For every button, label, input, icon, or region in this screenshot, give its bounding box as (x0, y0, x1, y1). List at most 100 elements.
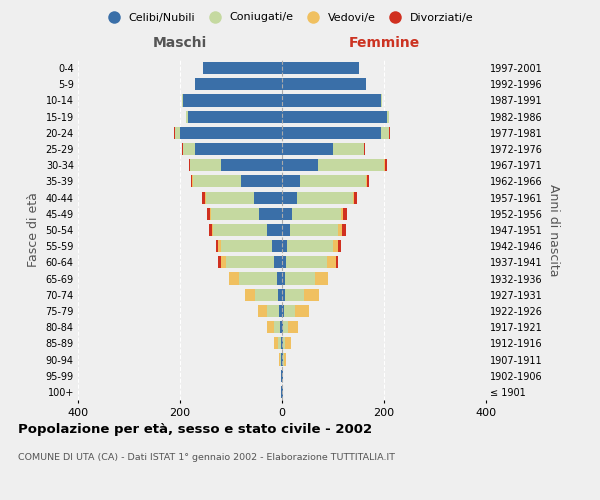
Bar (343, 208, 347, 220)
Bar (282, 62, 359, 74)
Bar (342, 224, 346, 236)
Bar (175, 127, 180, 139)
Bar (282, 192, 298, 203)
Bar (285, 338, 291, 349)
Bar (188, 110, 282, 122)
Bar (282, 272, 284, 284)
Bar (282, 78, 366, 90)
Bar (277, 272, 282, 284)
Bar (295, 305, 309, 317)
Text: Maschi: Maschi (153, 36, 207, 51)
Bar (207, 208, 209, 220)
Bar (338, 240, 341, 252)
Y-axis label: Anni di nascita: Anni di nascita (547, 184, 560, 276)
Bar (209, 208, 211, 220)
Bar (221, 159, 282, 172)
Bar (267, 321, 274, 333)
Bar (241, 176, 282, 188)
Bar (284, 288, 304, 301)
Bar (304, 288, 319, 301)
Bar (282, 240, 287, 252)
Bar (218, 256, 221, 268)
Bar (282, 127, 382, 139)
Bar (382, 127, 389, 139)
Bar (318, 159, 384, 172)
Bar (327, 256, 336, 268)
Bar (300, 176, 366, 188)
Bar (282, 305, 284, 317)
Bar (284, 305, 295, 317)
Bar (341, 208, 343, 220)
Bar (386, 110, 389, 122)
Bar (212, 224, 213, 236)
Bar (254, 192, 282, 203)
Y-axis label: Fasce di età: Fasce di età (27, 192, 40, 268)
Bar (280, 354, 281, 366)
Bar (278, 338, 281, 349)
Bar (209, 224, 212, 236)
Bar (221, 240, 272, 252)
Bar (364, 143, 365, 155)
Bar (315, 272, 328, 284)
Bar (280, 321, 282, 333)
Bar (279, 354, 280, 366)
Bar (290, 224, 338, 236)
Bar (286, 256, 327, 268)
Bar (282, 143, 333, 155)
Bar (287, 240, 333, 252)
Bar (338, 224, 342, 236)
Bar (216, 240, 218, 252)
Bar (281, 338, 282, 349)
Bar (282, 110, 386, 122)
Bar (282, 288, 284, 301)
Bar (206, 192, 254, 203)
Bar (282, 256, 286, 268)
Bar (203, 62, 282, 74)
Bar (274, 321, 280, 333)
Legend: Celibi/Nubili, Coniugati/e, Vedovi/e, Divorziati/e: Celibi/Nubili, Coniugati/e, Vedovi/e, Di… (98, 8, 478, 27)
Bar (221, 256, 226, 268)
Bar (255, 288, 278, 301)
Bar (191, 176, 192, 188)
Bar (186, 110, 188, 122)
Bar (211, 208, 259, 220)
Bar (283, 321, 288, 333)
Bar (189, 159, 190, 172)
Bar (284, 272, 315, 284)
Bar (182, 94, 282, 106)
Bar (333, 143, 364, 155)
Bar (283, 338, 285, 349)
Bar (190, 159, 221, 172)
Bar (288, 321, 298, 333)
Bar (257, 305, 267, 317)
Bar (292, 208, 341, 220)
Bar (298, 192, 353, 203)
Bar (226, 256, 274, 268)
Bar (196, 78, 282, 90)
Bar (284, 354, 286, 366)
Bar (218, 240, 221, 252)
Bar (213, 224, 267, 236)
Bar (274, 256, 282, 268)
Bar (193, 176, 241, 188)
Bar (272, 240, 282, 252)
Bar (278, 288, 282, 301)
Bar (259, 208, 282, 220)
Bar (385, 159, 387, 172)
Bar (353, 192, 355, 203)
Bar (282, 321, 283, 333)
Text: Popolazione per età, sesso e stato civile - 2002: Popolazione per età, sesso e stato civil… (18, 422, 372, 436)
Bar (282, 176, 300, 188)
Bar (333, 240, 338, 252)
Bar (267, 224, 282, 236)
Bar (182, 143, 196, 155)
Bar (367, 176, 369, 188)
Bar (355, 192, 357, 203)
Bar (202, 192, 205, 203)
Bar (336, 256, 338, 268)
Bar (196, 143, 282, 155)
Bar (245, 288, 255, 301)
Bar (283, 354, 284, 366)
Bar (274, 338, 278, 349)
Bar (282, 159, 318, 172)
